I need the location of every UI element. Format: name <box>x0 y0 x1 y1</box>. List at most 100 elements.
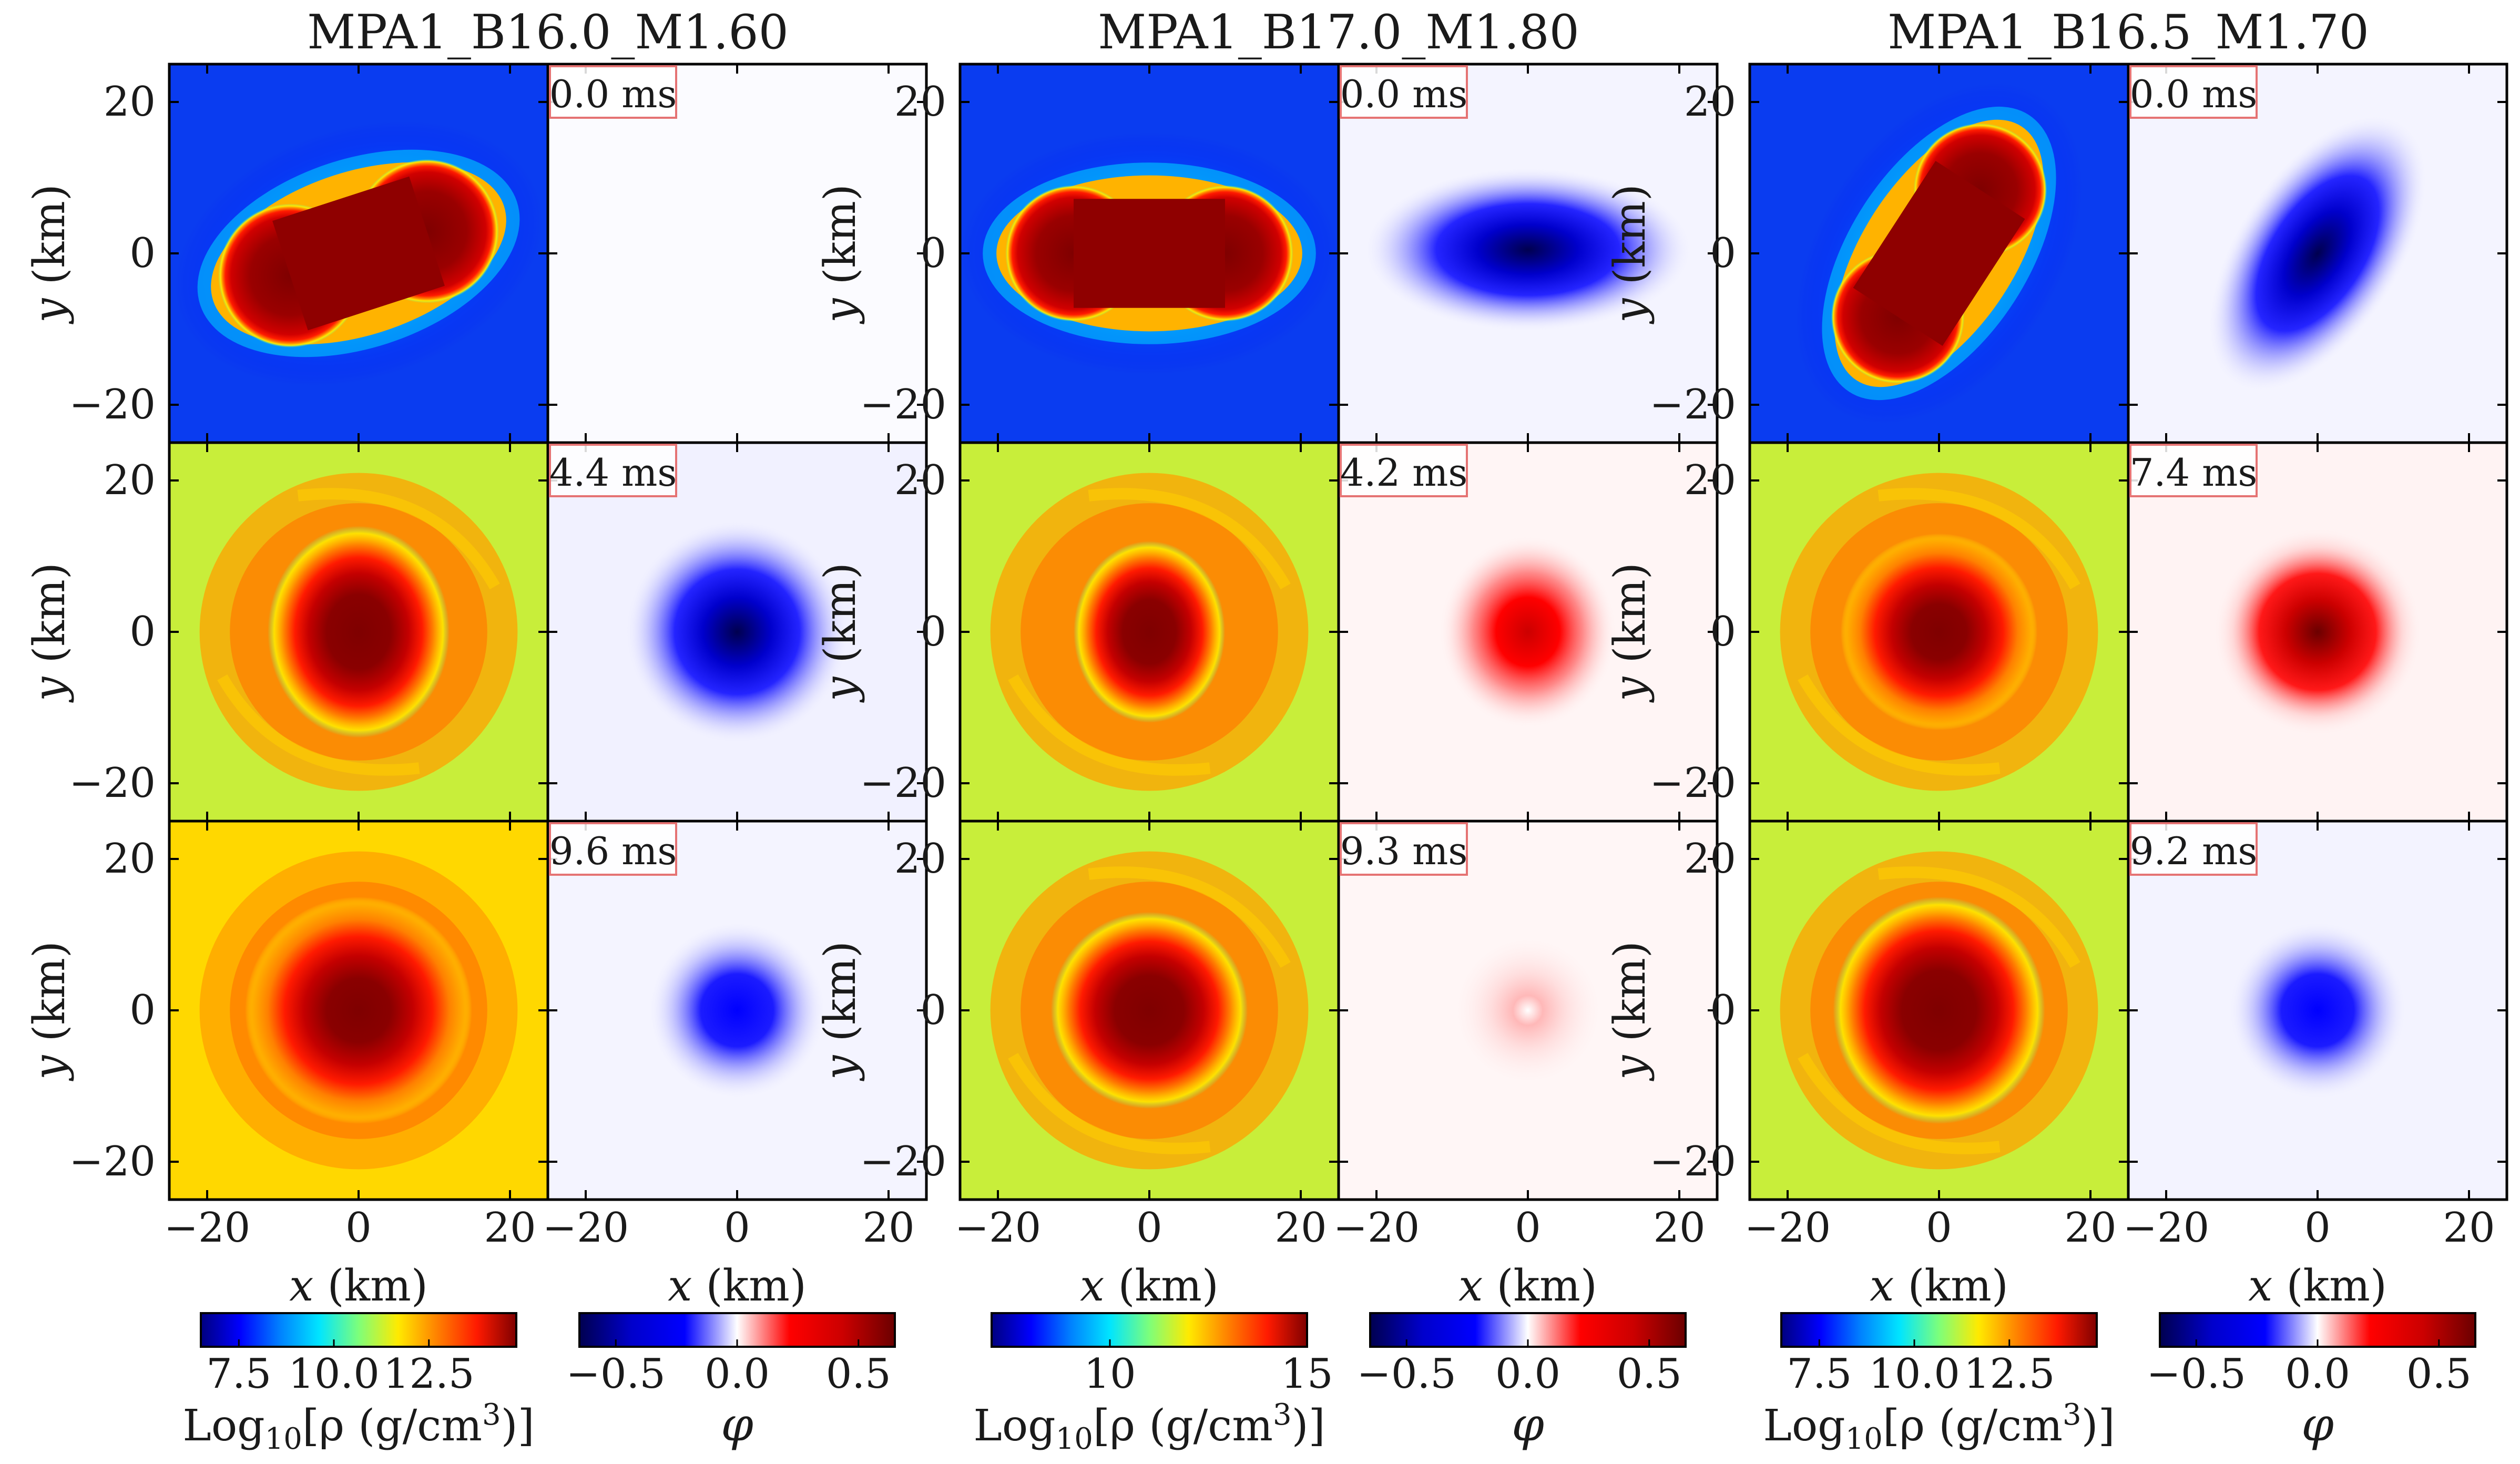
phi-field <box>2227 919 2409 1101</box>
x-tick-label: 20 <box>2064 1204 2116 1252</box>
spiral-arm <box>1798 674 2001 776</box>
x-tick-label: 20 <box>1653 1204 1705 1252</box>
y-tick-label: 0 <box>129 230 156 277</box>
phi-colorbar-label: φ <box>1512 1397 1544 1451</box>
phi-colorbar-tick-label: 0.5 <box>2406 1350 2472 1398</box>
spiral-arm <box>1008 1052 1211 1154</box>
density-colorbar-tick-label: 10.0 <box>1869 1350 1960 1398</box>
frames-layer: 0.0 ms 4.4 ms 9.6 ms 0.0 ms 4.2 ms 9.3 ms 0.0 … <box>168 63 2508 1201</box>
y-tick-label: 20 <box>894 835 946 883</box>
time-label-text: 0.0 ms <box>549 72 677 116</box>
y-axis-label: y (km) <box>1605 184 1655 325</box>
y-axis-unit: (km) <box>1605 562 1655 677</box>
x-axis-label: x (km) <box>1870 1261 2008 1311</box>
density-panel <box>169 64 548 443</box>
density-core <box>245 897 472 1124</box>
y-tick-label: −20 <box>1649 1138 1736 1185</box>
density-panel <box>960 443 1339 821</box>
phi-colorbar-label: φ <box>721 1397 753 1451</box>
x-axis-unit: (km) <box>692 1261 807 1311</box>
spiral-arm <box>297 488 500 590</box>
x-axis-var: x <box>2248 1261 2272 1311</box>
y-axis-label: y (km) <box>25 941 75 1082</box>
y-axis-unit: (km) <box>815 562 865 677</box>
phi-colorbar-tick-label: 0.5 <box>826 1350 891 1398</box>
density-core <box>1050 912 1248 1109</box>
y-tick-label: −20 <box>69 381 156 428</box>
y-axis-var: y <box>815 676 865 703</box>
x-axis-label: x (km) <box>289 1261 428 1311</box>
density-core <box>1074 541 1225 723</box>
y-axis-label: y (km) <box>25 184 75 325</box>
phi-panel <box>548 821 926 1200</box>
x-tick-label: −20 <box>2123 1204 2210 1252</box>
y-tick-label: 0 <box>920 230 946 277</box>
density-panel <box>1750 821 2128 1200</box>
x-axis-var: x <box>1458 1261 1483 1311</box>
time-label-text: 9.2 ms <box>2130 829 2258 873</box>
model-title: MPA1_B16.5_M1.70 <box>1888 5 2369 60</box>
time-label: 9.6 ms <box>549 822 677 876</box>
y-tick-label: −20 <box>1649 760 1736 807</box>
density-core <box>1840 533 2038 731</box>
x-axis-unit: (km) <box>1894 1261 2008 1311</box>
density-colorbar-tick-label: 12.5 <box>1964 1350 2055 1398</box>
x-tick-label: −20 <box>543 1204 629 1252</box>
time-label: 9.2 ms <box>2129 822 2258 876</box>
phi-panel <box>548 64 926 443</box>
x-axis-label: x (km) <box>1458 1261 1597 1311</box>
neutron-star-bridge <box>1074 199 1225 308</box>
time-label-box <box>2129 822 2258 876</box>
y-axis-label: y (km) <box>1605 562 1655 703</box>
x-tick-label: −20 <box>1333 1204 1420 1252</box>
y-axis-unit: (km) <box>25 941 75 1056</box>
y-tick-label: 20 <box>894 457 946 504</box>
spiral-arm <box>1088 866 1291 968</box>
y-tick-label: 0 <box>1710 608 1736 656</box>
phi-field <box>624 518 851 745</box>
model-title: MPA1_B17.0_M1.80 <box>1098 5 1579 60</box>
time-label-box <box>2129 65 2258 119</box>
time-label-box <box>549 822 677 876</box>
phi-field <box>1444 927 1611 1094</box>
density-colorbar <box>200 1312 517 1348</box>
y-axis-unit: (km) <box>1605 941 1655 1056</box>
density-core <box>1833 897 2045 1124</box>
time-label-box <box>1340 65 1468 119</box>
x-tick-label: −20 <box>1744 1204 1831 1252</box>
phi-colorbar-tick-label: −0.5 <box>566 1350 666 1398</box>
y-axis-label: y (km) <box>1605 941 1655 1082</box>
time-label: 0.0 ms <box>2129 65 2258 119</box>
y-axis-var: y <box>815 1055 865 1082</box>
y-axis-unit: (km) <box>815 184 865 299</box>
time-label-text: 4.4 ms <box>549 451 677 495</box>
y-axis-var: y <box>1605 676 1655 703</box>
phi-field <box>2206 112 2429 394</box>
phi-colorbar <box>2159 1312 2476 1348</box>
density-colorbar <box>1780 1312 2098 1348</box>
neutron-star-bridge <box>272 176 445 331</box>
phi-colorbar-tick-label: −0.5 <box>2147 1350 2246 1398</box>
x-tick-label: 0 <box>724 1204 750 1252</box>
density-colorbar-tick-label: 10 <box>1084 1350 1136 1398</box>
y-axis-unit: (km) <box>815 941 865 1056</box>
density-panel <box>960 821 1339 1200</box>
time-label-text: 9.6 ms <box>549 829 677 873</box>
phi-colorbar-tick-label: −0.5 <box>1357 1350 1456 1398</box>
y-axis-label: y (km) <box>815 941 865 1082</box>
density-colorbar-label: Log10[ρ (g/cm3)] <box>182 1398 534 1456</box>
y-tick-label: 20 <box>104 78 156 126</box>
time-label-box <box>1340 822 1468 876</box>
x-tick-label: 20 <box>2443 1204 2495 1252</box>
x-tick-label: 20 <box>862 1204 914 1252</box>
y-axis-label: y (km) <box>815 184 865 325</box>
y-tick-label: −20 <box>860 760 946 807</box>
y-axis-unit: (km) <box>1605 184 1655 299</box>
x-axis-unit: (km) <box>313 1261 428 1311</box>
y-axis-var: y <box>25 298 75 325</box>
time-label: 9.3 ms <box>1340 822 1468 876</box>
x-axis-label: x (km) <box>2248 1261 2387 1311</box>
phi-field <box>2211 526 2424 738</box>
